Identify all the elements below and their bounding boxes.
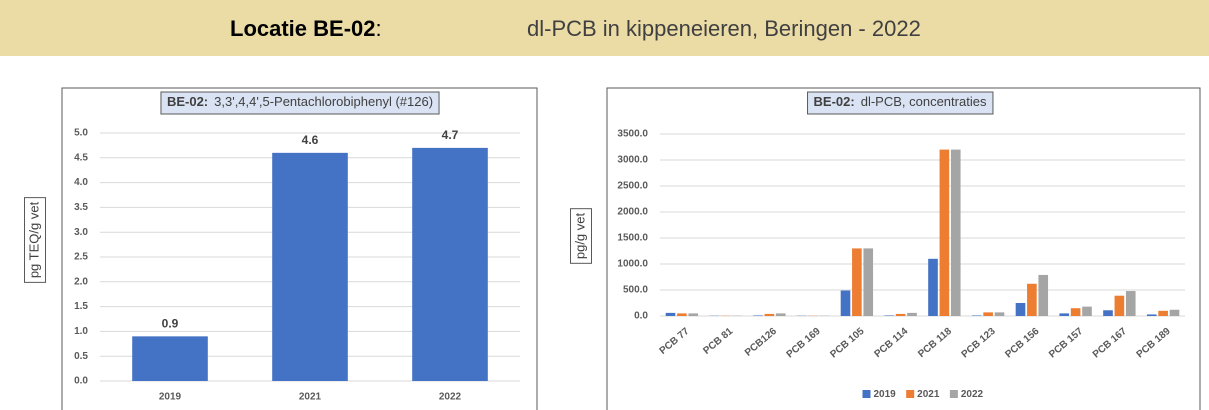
chart-title-label: BE-02: xyxy=(167,94,208,109)
x-tick-label: PCB 189 xyxy=(1135,326,1173,361)
y-tick-label: 2500.0 xyxy=(617,181,648,192)
bar xyxy=(1169,309,1180,316)
header-separator: : xyxy=(376,16,382,41)
bar xyxy=(895,313,906,316)
y-tick-label: 4.5 xyxy=(74,152,88,163)
x-tick-label: PCB 105 xyxy=(828,326,866,361)
x-tick-label: PCB 123 xyxy=(960,326,998,361)
legend-swatch xyxy=(862,390,871,398)
header-banner xyxy=(0,0,1209,56)
bar xyxy=(863,248,874,316)
bar xyxy=(983,312,993,316)
y-tick-label: 1500.0 xyxy=(617,233,648,244)
bar xyxy=(1015,303,1026,316)
y-tick-label: 2.0 xyxy=(74,276,88,287)
bar xyxy=(1038,274,1049,316)
bar xyxy=(884,315,895,316)
x-tick-label: PCB 118 xyxy=(916,326,954,360)
chart-title: BE-02: dl-PCB, concentraties xyxy=(814,94,987,109)
x-tick-label: PCB 156 xyxy=(1003,326,1041,361)
x-tick-label: PCB 114 xyxy=(873,326,911,360)
x-tick-label: PCB 77 xyxy=(658,326,692,357)
bar xyxy=(1082,306,1092,316)
y-axis-label: pg TEQ/g vet xyxy=(26,201,41,278)
bar xyxy=(994,312,1005,316)
chart-title-text: 3,3',4,4',5-Pentachlorobiphenyl (#126) xyxy=(214,94,433,109)
y-tick-label: 2000.0 xyxy=(617,207,648,218)
bar xyxy=(1027,283,1037,316)
x-tick-label: 2021 xyxy=(299,392,322,403)
y-tick-label: 500.0 xyxy=(623,285,648,296)
legend-label: 2022 xyxy=(961,389,984,400)
bar xyxy=(907,312,917,316)
bar xyxy=(1158,310,1168,316)
y-tick-label: 1000.0 xyxy=(617,259,648,270)
x-tick-label: PCB 157 xyxy=(1047,326,1085,361)
x-tick-label: 2022 xyxy=(439,392,462,403)
y-tick-label: 5.0 xyxy=(74,128,88,139)
y-tick-label: 0.0 xyxy=(634,311,648,322)
bar xyxy=(928,258,938,316)
chart-frame xyxy=(61,87,538,410)
y-tick-label: 3.0 xyxy=(74,227,88,238)
y-label-box xyxy=(570,208,592,264)
chart-title-label: BE-02: xyxy=(814,94,855,109)
bar xyxy=(1114,295,1125,316)
bar xyxy=(1059,313,1070,316)
x-tick-label: PCB 81 xyxy=(701,326,735,357)
y-tick-label: 1.0 xyxy=(74,326,88,337)
bar xyxy=(412,147,488,381)
title-box xyxy=(160,91,440,115)
y-tick-label: 0.0 xyxy=(74,376,88,387)
bar xyxy=(971,315,982,316)
legend-label: 2019 xyxy=(874,389,897,400)
bar xyxy=(1103,310,1113,316)
bar xyxy=(852,248,862,316)
bar xyxy=(764,313,775,316)
y-tick-label: 3.5 xyxy=(74,202,88,213)
bar xyxy=(1070,308,1081,316)
y-tick-label: 3000.0 xyxy=(617,155,648,166)
y-axis-label: pg/g vet xyxy=(572,212,587,259)
bar xyxy=(272,152,348,381)
y-tick-label: 1.5 xyxy=(74,301,88,312)
bar xyxy=(665,312,676,316)
bar xyxy=(950,149,961,316)
y-tick-label: 2.5 xyxy=(74,252,88,263)
bar xyxy=(753,315,763,316)
data-label: 4.6 xyxy=(302,133,319,147)
y-tick-label: 4.0 xyxy=(74,177,88,188)
y-tick-label: 3500.0 xyxy=(617,129,648,140)
legend-swatch xyxy=(949,390,958,398)
x-tick-label: PCB 169 xyxy=(785,326,823,361)
legend-label: 2021 xyxy=(917,389,940,400)
bar xyxy=(688,313,699,316)
bar xyxy=(132,336,208,381)
x-tick-label: 2019 xyxy=(159,392,182,403)
x-tick-label: PCB 167 xyxy=(1091,326,1129,361)
bar xyxy=(775,313,786,316)
bar xyxy=(939,149,950,316)
chart-title: BE-02: 3,3',4,4',5-Pentachlorobiphenyl (#… xyxy=(167,94,433,109)
title-box xyxy=(807,91,994,115)
header-label: Locatie BE-02 xyxy=(230,16,376,41)
header: Locatie BE-02: xyxy=(230,16,382,41)
legend-swatch xyxy=(906,390,915,398)
header-subject: dl-PCB in kippeneieren, Beringen - 2022 xyxy=(527,16,921,41)
chart-frame xyxy=(606,87,1201,410)
bar xyxy=(1146,314,1157,316)
bar xyxy=(1125,291,1136,316)
data-label: 0.9 xyxy=(162,317,179,331)
y-tick-label: 0.5 xyxy=(74,351,88,362)
y-label-box xyxy=(24,197,46,283)
data-label: 4.7 xyxy=(442,128,459,142)
bar xyxy=(677,313,687,316)
bar xyxy=(840,290,851,316)
x-tick-label: PCB126 xyxy=(743,326,779,359)
chart-title-text: dl-PCB, concentraties xyxy=(861,94,987,109)
